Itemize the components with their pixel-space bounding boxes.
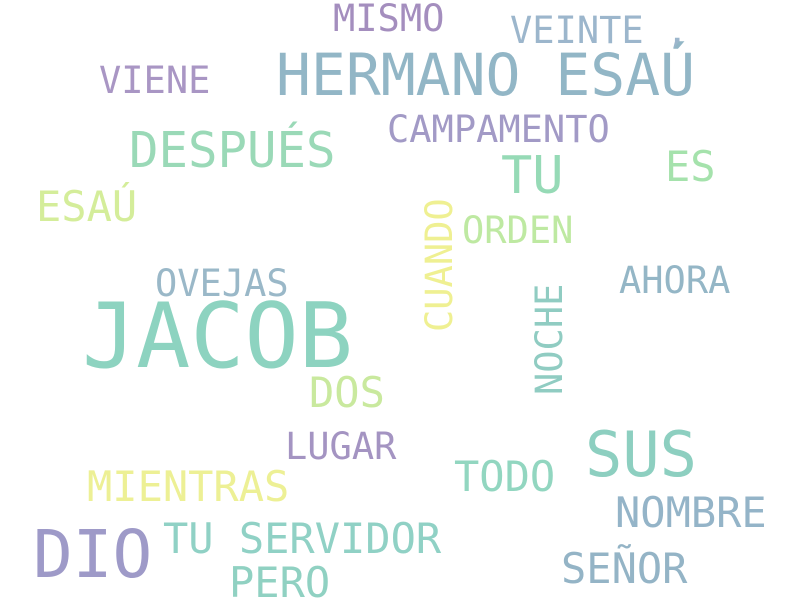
word-hermano-esau: HERMANO ESAÚ: [276, 41, 696, 109]
word-viene: VIENE: [99, 59, 211, 102]
word-esau: ESAÚ: [36, 182, 138, 231]
word-jacob: JACOB: [82, 284, 353, 389]
word-noche: NOCHE: [528, 283, 571, 395]
word-sus: SUS: [585, 418, 697, 491]
word-lugar: LUGAR: [285, 425, 397, 468]
word-despues: DESPUÉS: [129, 122, 336, 179]
word-veinte: VEINTE ,: [510, 9, 689, 52]
word-dos: DOS: [309, 368, 385, 417]
word-cuando: CUANDO: [418, 198, 461, 332]
word-es: ES: [665, 142, 716, 191]
word-tu: TU: [501, 146, 564, 206]
word-orden: ORDEN: [462, 209, 574, 252]
word-dio: DIO: [33, 516, 153, 593]
word-ovejas: OVEJAS: [155, 262, 289, 305]
word-campamento: CAMPAMENTO: [387, 108, 610, 151]
word-mismo: MISMO: [333, 0, 445, 40]
word-tu-servidor: TU SERVIDOR: [163, 514, 442, 563]
word-pero: PERO: [229, 558, 331, 607]
word-todo: TODO: [454, 452, 556, 501]
word-ahora: AHORA: [619, 259, 731, 302]
word-nombre: NOMBRE: [615, 488, 767, 537]
word-senor: SEÑOR: [561, 544, 688, 593]
word-mientras: MIENTRAS: [87, 462, 290, 511]
